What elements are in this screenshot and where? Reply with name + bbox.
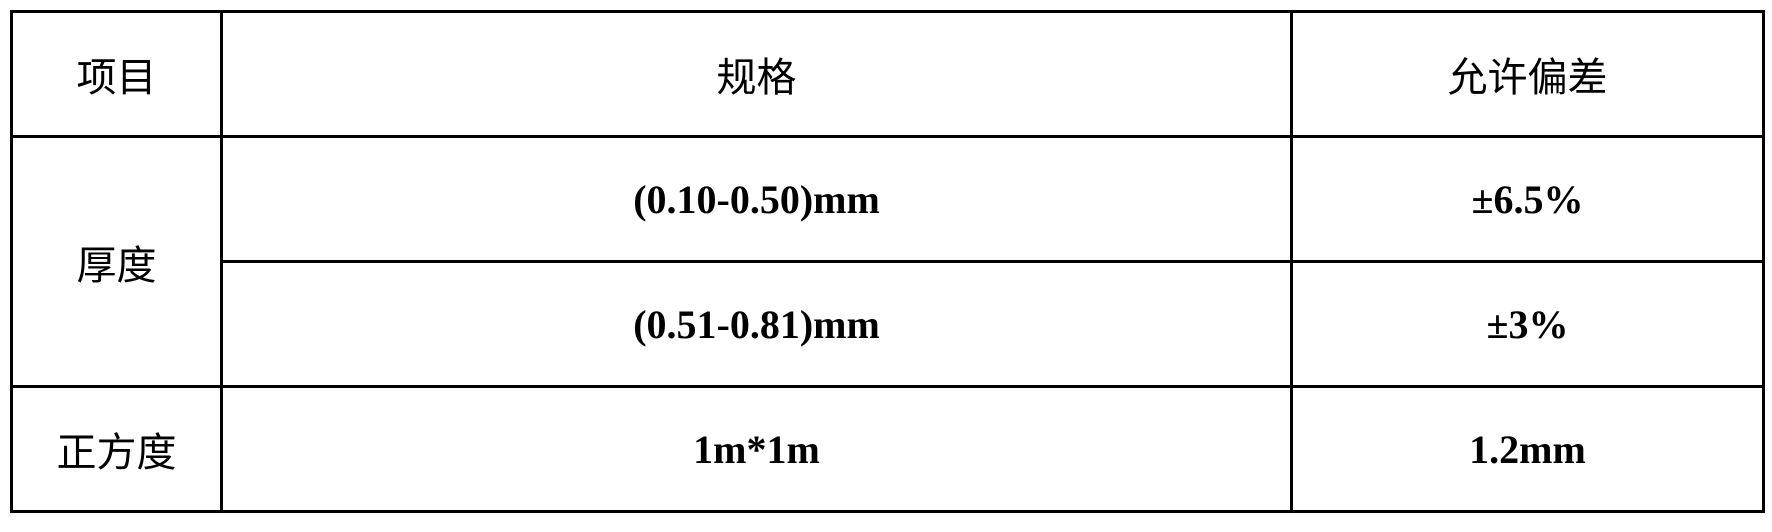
header-item: 项目: [12, 12, 222, 137]
table-header-row: 项目 规格 允许偏差: [12, 12, 1764, 137]
table-row: (0.51-0.81)mm ±3%: [12, 262, 1764, 387]
header-tolerance: 允许偏差: [1292, 12, 1764, 137]
table-row: 厚度 (0.10-0.50)mm ±6.5%: [12, 137, 1764, 262]
thickness-tol-2: ±3%: [1292, 262, 1764, 387]
thickness-spec-2: (0.51-0.81)mm: [222, 262, 1292, 387]
table-row: 正方度 1m*1m 1.2mm: [12, 387, 1764, 512]
spec-table: 项目 规格 允许偏差 厚度 (0.10-0.50)mm ±6.5% (0.51-…: [10, 10, 1765, 513]
thickness-tol-1: ±6.5%: [1292, 137, 1764, 262]
header-spec: 规格: [222, 12, 1292, 137]
thickness-spec-1: (0.10-0.50)mm: [222, 137, 1292, 262]
thickness-label: 厚度: [12, 137, 222, 387]
squareness-label: 正方度: [12, 387, 222, 512]
squareness-spec: 1m*1m: [222, 387, 1292, 512]
squareness-tol: 1.2mm: [1292, 387, 1764, 512]
